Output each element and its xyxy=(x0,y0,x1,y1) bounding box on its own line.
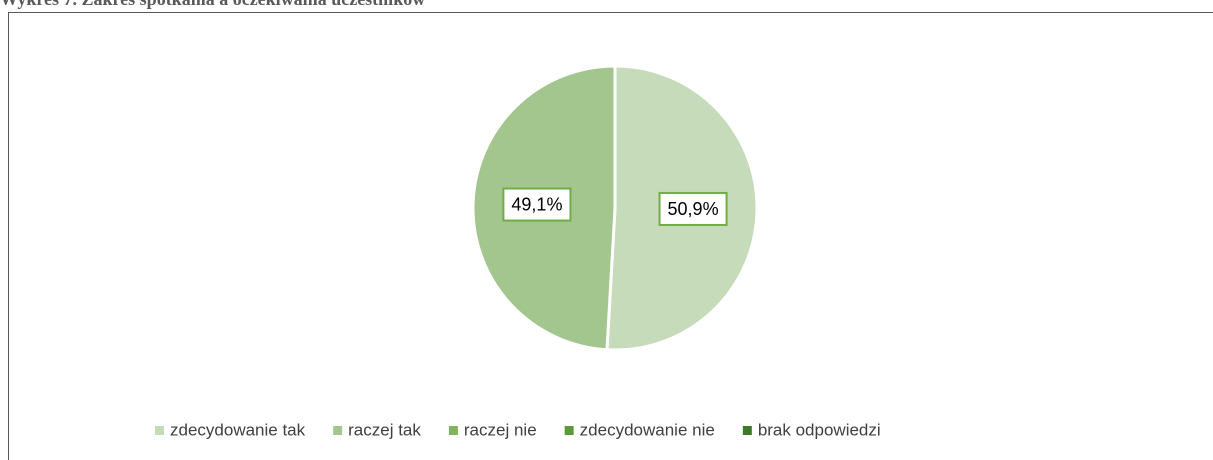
legend-label: brak odpowiedzi xyxy=(758,420,881,439)
data-label: 50,9% xyxy=(668,199,719,219)
legend-swatch xyxy=(155,426,164,435)
legend-swatch xyxy=(448,426,458,435)
chart-title: Wykres 7. Zakres spotkania a oczekiwania… xyxy=(0,0,425,9)
data-label-box xyxy=(658,191,728,226)
data-label-box xyxy=(502,187,572,222)
data-label: 49,1% xyxy=(511,195,562,215)
legend-swatch xyxy=(564,426,574,435)
legend-label: zdecydowanie nie xyxy=(580,420,715,439)
legend-label: raczej tak xyxy=(348,420,421,439)
legend-label: zdecydowanie tak xyxy=(170,420,306,439)
legend-label: raczej nie xyxy=(464,420,537,439)
legend-swatch xyxy=(742,426,752,435)
legend-swatch xyxy=(333,426,343,435)
